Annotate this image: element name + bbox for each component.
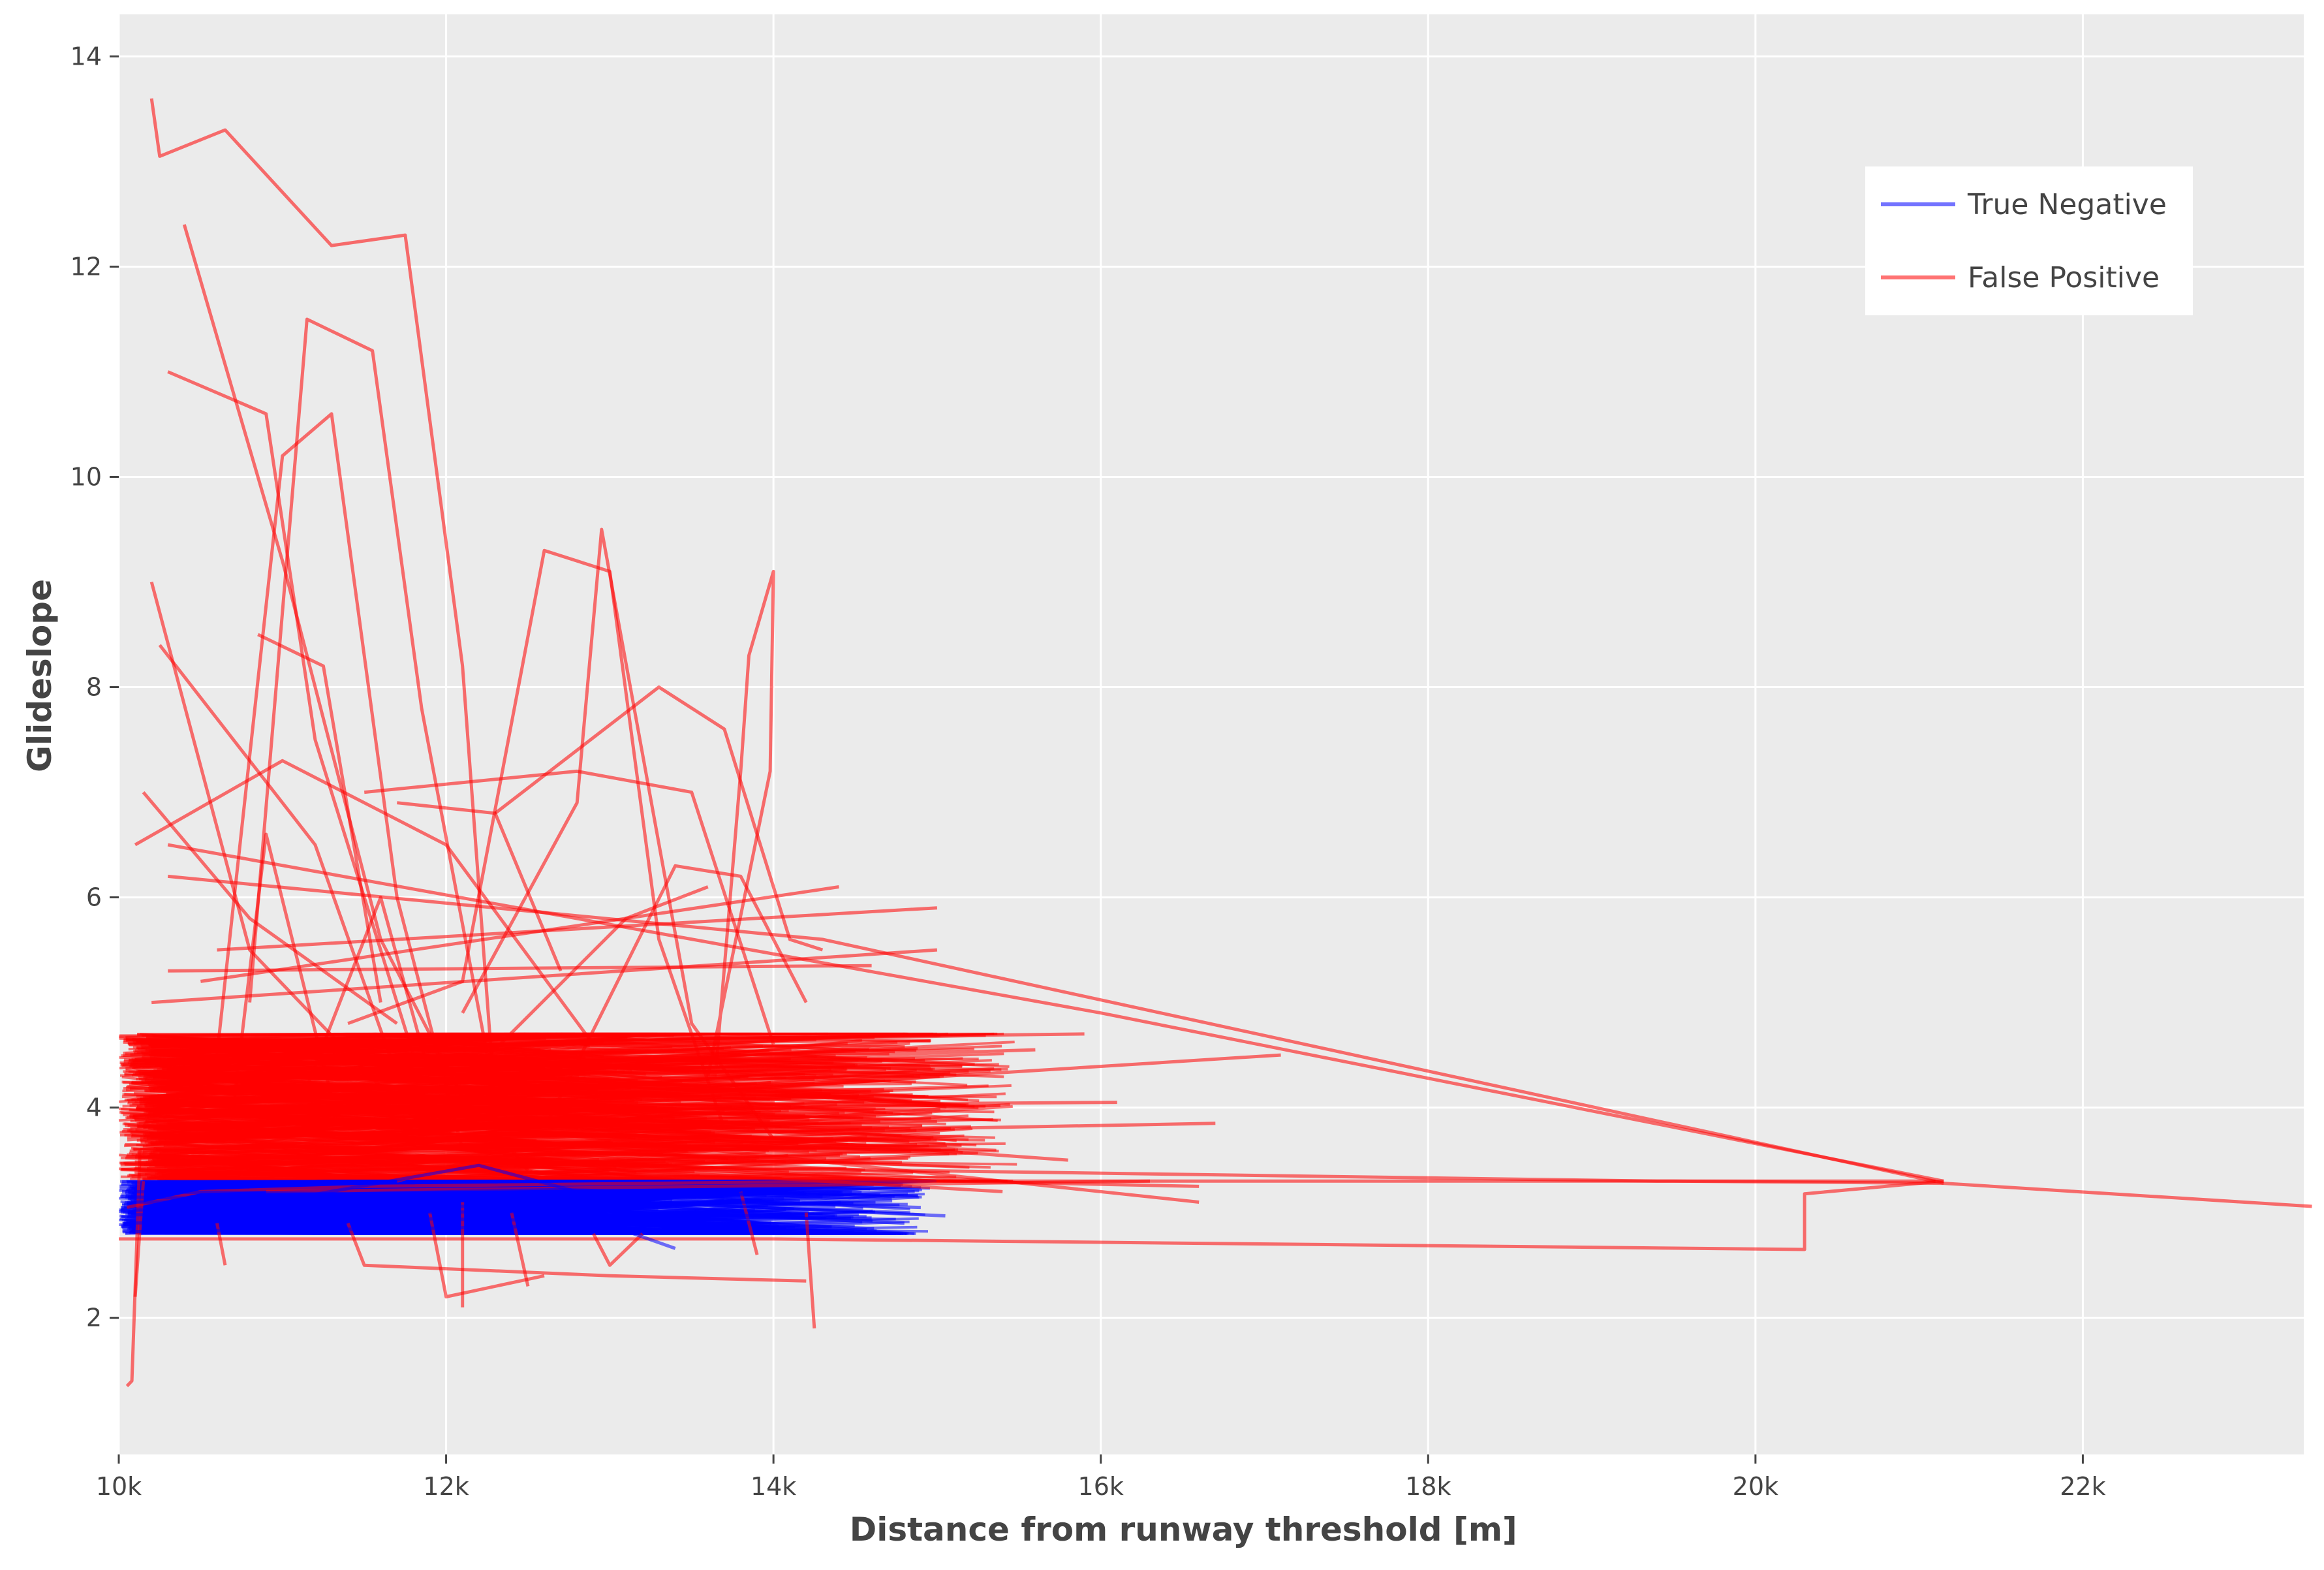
x-tick-label-2: 14k — [751, 1472, 796, 1501]
legend-label-true-negative: True Negative — [1967, 188, 2167, 221]
x-axis-title: Distance from runway threshold [m] — [850, 1511, 1517, 1548]
x-tick-label-3: 16k — [1078, 1472, 1124, 1501]
y-tick-label-4: 10 — [70, 462, 102, 491]
y-tick-label-3: 8 — [86, 673, 102, 702]
x-tick-label-4: 18k — [1405, 1472, 1451, 1501]
x-tick-label-5: 20k — [1733, 1472, 1778, 1501]
y-tick-label-0: 2 — [86, 1304, 102, 1332]
y-tick-label-6: 14 — [70, 42, 102, 71]
legend: True Negative False Positive — [1865, 166, 2193, 315]
legend-label-false-positive: False Positive — [1968, 261, 2160, 294]
x-tick-label-1: 12k — [423, 1472, 469, 1501]
x-tick-label-6: 22k — [2060, 1472, 2105, 1501]
y-axis-title: Glideslope — [21, 579, 59, 772]
y-tick-label-5: 12 — [70, 252, 102, 281]
y-tick-label-2: 6 — [86, 883, 102, 912]
x-tick-label-0: 10k — [96, 1472, 142, 1501]
y-tick-label-1: 4 — [86, 1093, 102, 1122]
